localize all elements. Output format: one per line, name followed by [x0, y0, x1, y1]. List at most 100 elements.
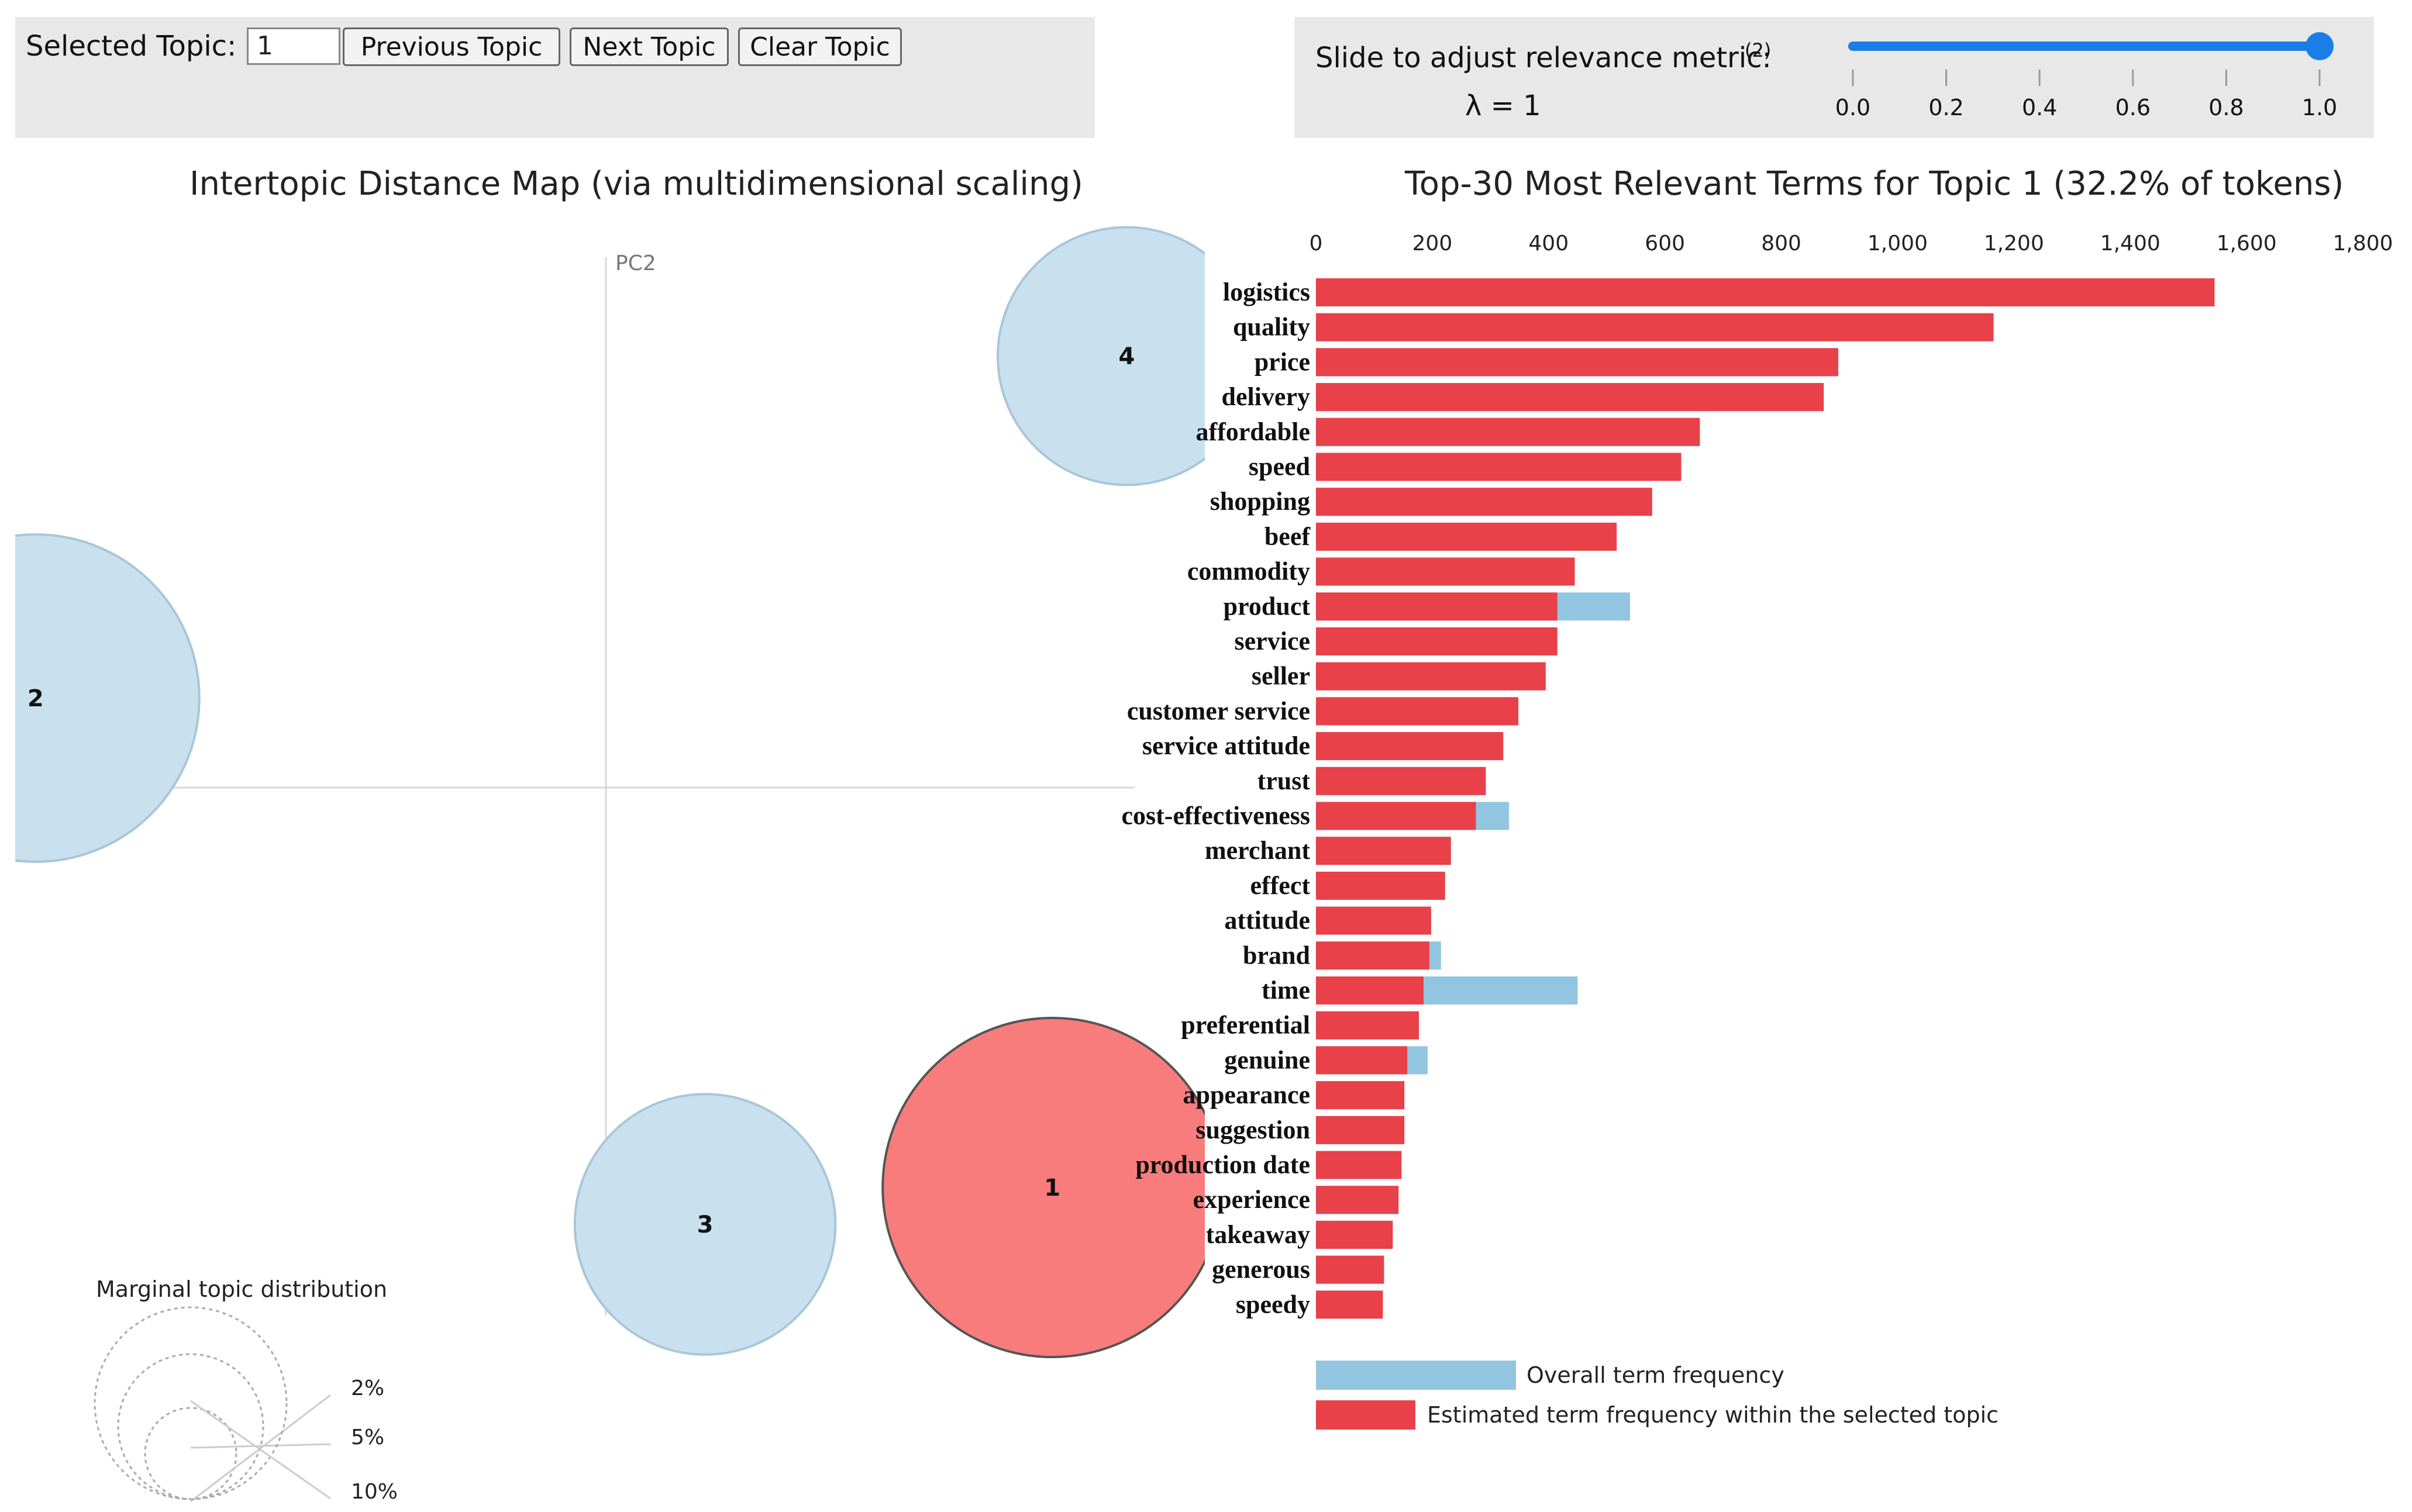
term-label[interactable]: generous [1212, 1255, 1310, 1284]
term-label[interactable]: service attitude [1142, 731, 1310, 760]
term-label[interactable]: takeaway [1206, 1220, 1310, 1249]
bar-topic[interactable] [1316, 1186, 1399, 1214]
bar-topic[interactable] [1316, 767, 1486, 795]
term-label[interactable]: affordable [1195, 417, 1310, 446]
term-label[interactable]: appearance [1183, 1081, 1310, 1109]
term-label[interactable]: cost-effectiveness [1121, 802, 1310, 830]
previous-topic-button[interactable]: Previous Topic [343, 27, 560, 66]
bar-topic[interactable] [1316, 837, 1451, 865]
bar-topic[interactable] [1316, 1220, 1393, 1249]
bar-topic[interactable] [1316, 313, 1994, 341]
next-topic-label: Next Topic [583, 32, 716, 62]
term-label[interactable]: commodity [1187, 557, 1310, 586]
marginal-legend-label: 10% [351, 1480, 398, 1504]
term-label[interactable]: speedy [1236, 1290, 1310, 1318]
selected-topic-value: 1 [257, 31, 273, 61]
bar-topic[interactable] [1316, 976, 1424, 1004]
intertopic-distance-map: PC1PC22341Marginal topic distribution2%5… [0, 0, 1205, 1512]
topic-label-4: 4 [1118, 343, 1135, 370]
bar-topic[interactable] [1316, 906, 1431, 935]
term-label[interactable]: price [1255, 347, 1310, 376]
x-tick-label: 1,400 [2100, 232, 2161, 256]
bar-topic[interactable] [1316, 1011, 1419, 1040]
selected-topic-input[interactable]: 1 [247, 27, 340, 65]
bar-topic[interactable] [1316, 488, 1652, 516]
bar-chart-title: Top-30 Most Relevant Terms for Topic 1 (… [1405, 165, 2344, 203]
slider-label: Slide to adjust relevance metric: [1315, 42, 1772, 74]
x-tick-label: 200 [1412, 232, 1453, 256]
term-label[interactable]: shopping [1210, 487, 1310, 516]
topic-circle-1[interactable] [881, 1017, 1205, 1358]
bar-topic[interactable] [1316, 1081, 1405, 1110]
marginal-legend-label: 5% [351, 1425, 384, 1449]
term-label[interactable]: attitude [1224, 906, 1310, 935]
bar-topic[interactable] [1316, 1046, 1408, 1075]
slider-tick-label: 0.0 [1835, 95, 1870, 120]
term-label[interactable]: brand [1243, 941, 1310, 969]
slider-tick-label: 0.4 [2022, 95, 2057, 120]
bar-topic[interactable] [1316, 697, 1519, 726]
term-label[interactable]: experience [1193, 1185, 1310, 1214]
term-label[interactable]: production date [1135, 1151, 1310, 1179]
bar-topic[interactable] [1316, 662, 1546, 691]
term-label[interactable]: speed [1249, 453, 1310, 481]
relevant-terms-chart: 0 200 400 600 800 1,000 1,200 1,400 1,600 1,800 lo… [1121, 232, 2393, 1430]
term-label[interactable]: delivery [1221, 382, 1310, 411]
term-label[interactable]: merchant [1205, 836, 1310, 865]
pc2-label: PC2 [615, 251, 656, 275]
lambda-readout: λ = 1 [1465, 89, 1541, 122]
marginal-legend-circle [94, 1306, 288, 1500]
bar-topic[interactable] [1316, 592, 1558, 621]
x-tick-label: 800 [1761, 232, 1801, 256]
topic-circle-2[interactable] [0, 533, 201, 863]
topic-label-1: 1 [1044, 1175, 1060, 1202]
x-tick-label: 1,000 [1867, 232, 1928, 256]
term-label[interactable]: time [1262, 976, 1310, 1004]
term-label[interactable]: effect [1250, 871, 1310, 900]
term-label[interactable]: suggestion [1195, 1116, 1310, 1144]
bar-topic[interactable] [1316, 1116, 1405, 1144]
bar-topic[interactable] [1316, 417, 1700, 446]
term-label[interactable]: trust [1257, 767, 1311, 795]
marginal-legend-line [190, 1400, 331, 1500]
bar-topic[interactable] [1316, 802, 1476, 830]
term-label[interactable]: logistics [1223, 278, 1310, 306]
bar-topic[interactable] [1316, 522, 1617, 551]
bar-topic[interactable] [1316, 1255, 1384, 1284]
term-label[interactable]: genuine [1224, 1045, 1310, 1074]
topic-circle-4[interactable] [997, 226, 1205, 486]
slider-tick-label: 1.0 [2302, 95, 2337, 120]
term-label[interactable]: preferential [1181, 1011, 1310, 1040]
topic-circle-3[interactable] [573, 1093, 837, 1356]
x-tick-label: 400 [1528, 232, 1569, 256]
marginal-legend-line [190, 1443, 331, 1449]
term-label[interactable]: customer service [1127, 696, 1310, 725]
bar-topic[interactable] [1316, 627, 1558, 655]
x-tick-label: 1,200 [1984, 232, 2044, 256]
bar-topic[interactable] [1316, 557, 1575, 586]
term-label[interactable]: seller [1252, 662, 1310, 691]
term-label[interactable]: product [1224, 592, 1311, 620]
intertopic-map-title: Intertopic Distance Map (via multidimens… [189, 165, 1083, 203]
term-label[interactable]: service [1235, 627, 1310, 655]
bar-topic[interactable] [1316, 453, 1681, 481]
bar-topic[interactable] [1316, 278, 2215, 306]
bar-topic[interactable] [1316, 941, 1429, 970]
term-label[interactable]: beef [1264, 522, 1311, 551]
clear-topic-button[interactable]: Clear Topic [738, 27, 902, 66]
slider-handle[interactable] [2306, 32, 2334, 60]
bar-topic[interactable] [1316, 1290, 1383, 1319]
bar-topic[interactable] [1316, 732, 1504, 761]
bar-topic[interactable] [1316, 1151, 1402, 1179]
legend-overall-label: Overall term frequency [1527, 1362, 1784, 1388]
bar-topic[interactable] [1316, 383, 1824, 412]
previous-topic-label: Previous Topic [360, 32, 543, 62]
next-topic-button[interactable]: Next Topic [570, 27, 729, 66]
relevance-slider[interactable]: 0.0 0.2 0.4 0.6 0.8 1.0 [1294, 17, 2374, 138]
term-label[interactable]: quality [1233, 313, 1310, 341]
marginal-legend-circle [117, 1353, 264, 1500]
topic-control-panel: Selected Topic: 1 Previous Topic Next To… [15, 17, 1095, 138]
bar-topic[interactable] [1316, 348, 1839, 377]
marginal-legend-title: Marginal topic distribution [96, 1276, 387, 1302]
bar-topic[interactable] [1316, 871, 1445, 900]
